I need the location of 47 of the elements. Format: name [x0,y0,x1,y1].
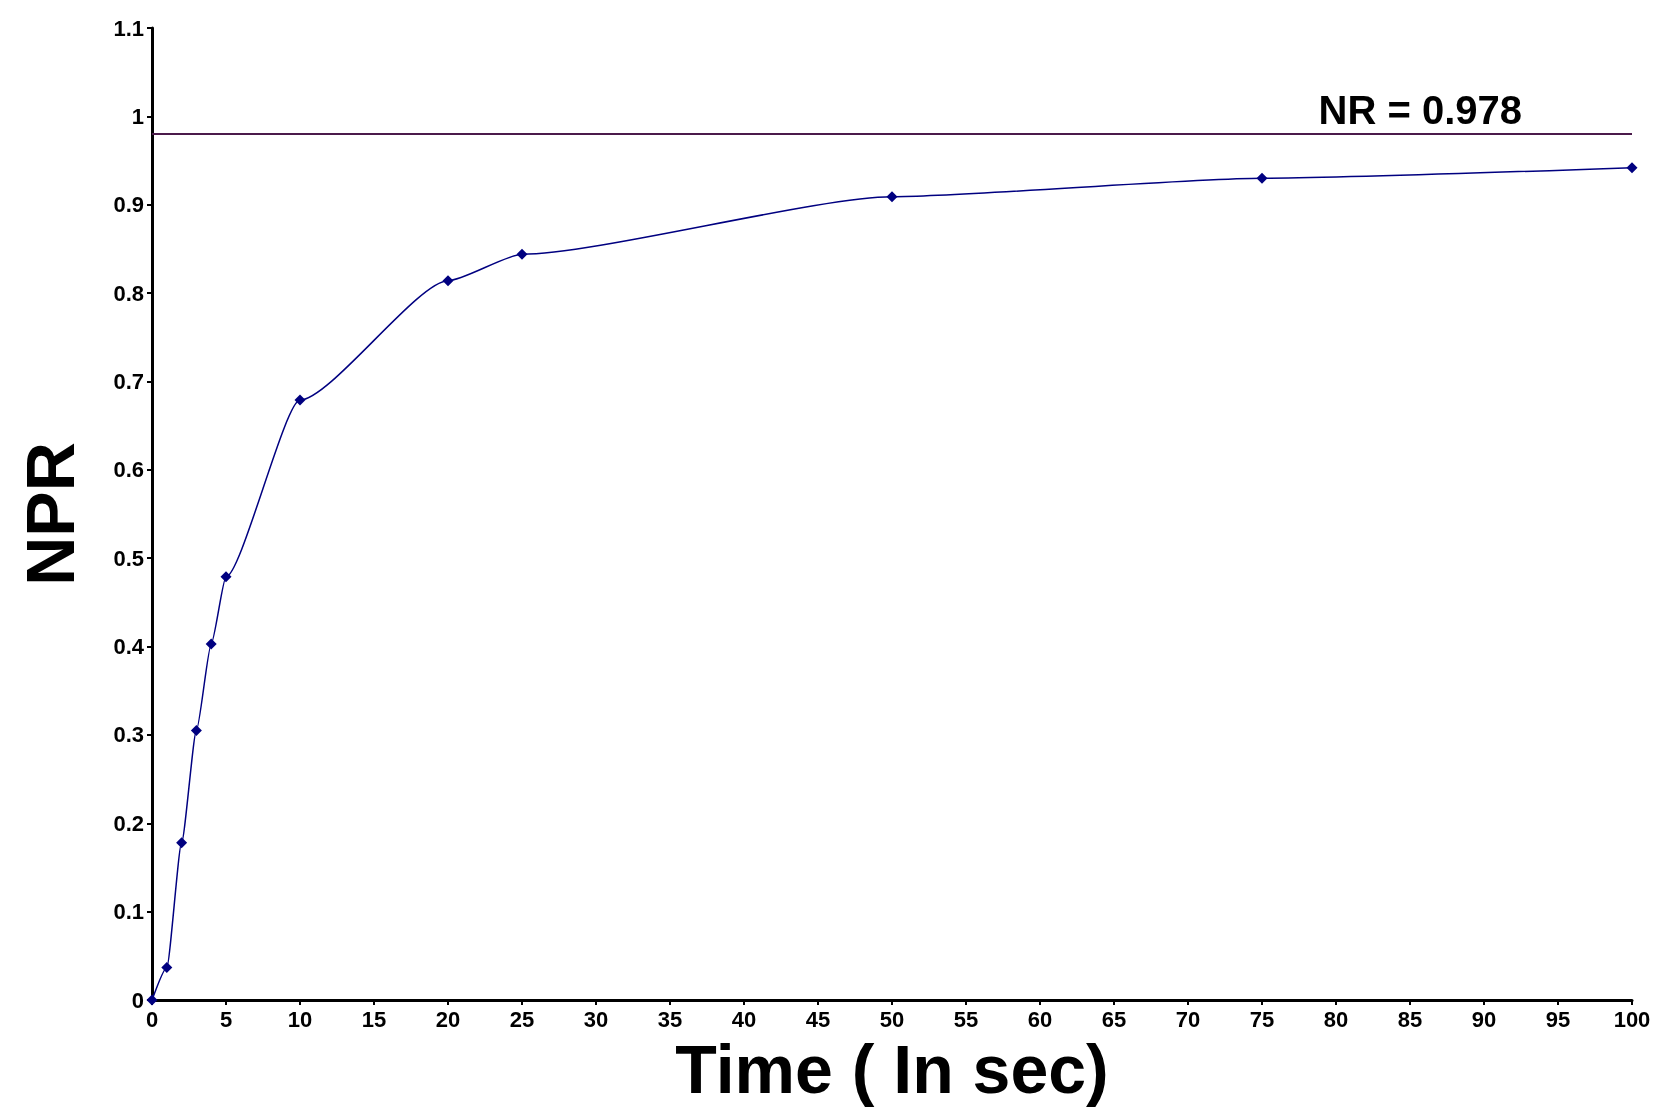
point [220,571,232,583]
y-tick-label: 0.7 [113,368,144,394]
point [516,248,528,260]
point [161,961,173,973]
ref-line-label: NR = 0.978 [1318,88,1522,133]
x-tick-label: 80 [1323,1006,1349,1032]
point [176,837,188,849]
x-tick-label: 5 [219,1006,233,1032]
point [205,638,217,650]
point [1626,162,1638,174]
y-tick-label: 0.1 [113,899,144,925]
x-tick-label: 10 [287,1006,313,1032]
x-tick-label: 40 [731,1006,757,1032]
x-tick-label: 30 [583,1006,609,1032]
y-tick-label: 0 [131,987,144,1013]
x-tick-label: 45 [805,1006,831,1032]
point [190,725,202,737]
point [294,394,306,406]
x-tick-label: 20 [435,1006,461,1032]
point [442,275,454,287]
x-tick-label: 15 [361,1006,387,1032]
point [146,994,158,1006]
x-tick-label: 50 [879,1006,905,1032]
y-tick-label: 0.2 [113,810,144,836]
y-tick-label: 0.3 [113,722,144,748]
x-tick-label: 75 [1249,1006,1275,1032]
x-tick-label: 60 [1027,1006,1053,1032]
x-tick-label: 55 [953,1006,979,1032]
point [886,191,898,203]
x-tick-label: 65 [1101,1006,1127,1032]
y-tick-label: 1 [131,103,144,129]
x-tick-label: 35 [657,1006,683,1032]
x-tick-label: 85 [1397,1006,1423,1032]
y-tick-label: 0.4 [113,634,145,660]
y-tick-label: 0.6 [113,457,144,483]
y-tick-label: 0.9 [113,192,144,218]
y-tick-label: 0.5 [113,545,144,571]
x-tick-label: 90 [1471,1006,1497,1032]
x-tick-label: 70 [1175,1006,1201,1032]
x-tick-label: 100 [1613,1006,1651,1032]
point [1256,172,1268,184]
y-axis-title: NPR [12,442,88,586]
y-tick-label: 0.8 [113,280,144,306]
x-tick-label: 25 [509,1006,535,1032]
x-axis-title: Time ( In sec) [675,1031,1109,1107]
y-tick-label: 1.1 [113,15,144,41]
x-tick-label: 95 [1545,1006,1571,1032]
